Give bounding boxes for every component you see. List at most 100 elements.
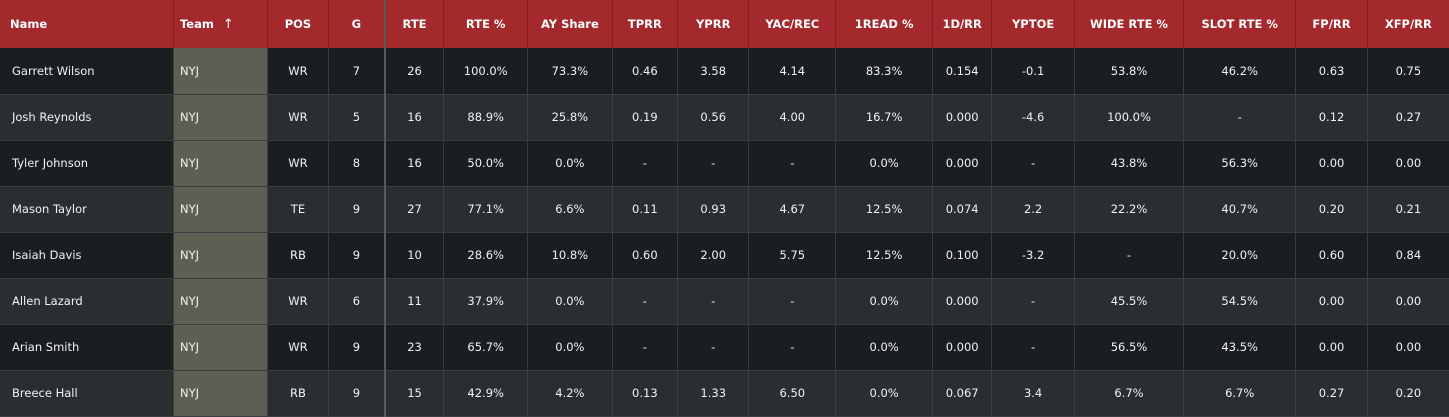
- column-header-xfp-rr[interactable]: XFP/RR: [1367, 0, 1449, 48]
- cell-fp-rr: 0.00: [1295, 140, 1368, 187]
- cell-slot-rte-pct: 46.2%: [1183, 48, 1297, 95]
- column-header-label: Name: [10, 17, 48, 31]
- table-row[interactable]: Allen Lazard NYJ WR 6 11 37.9% 0.0% - - -0.0% 0.00…: [0, 278, 1449, 325]
- cell-ay-share: 0.0%: [527, 278, 613, 325]
- cell-xfp-rr: 0.84: [1367, 232, 1449, 279]
- cell-team: NYJ: [173, 278, 268, 325]
- column-header-d1-rr[interactable]: 1D/RR: [932, 0, 993, 48]
- cell-ay-share: 25.8%: [527, 94, 613, 141]
- column-header-tprr[interactable]: TPRR: [612, 0, 679, 48]
- cell-yptoe: -4.6: [991, 94, 1075, 141]
- cell-team: NYJ: [173, 186, 268, 233]
- table-row[interactable]: Tyler Johnson NYJ WR 8 16 50.0% 0.0% - - -0.0% 0.0…: [0, 140, 1449, 187]
- cell-pos: WR: [267, 94, 330, 141]
- cell-wide-rte-pct: 53.8%: [1074, 48, 1185, 95]
- cell-tprr: -: [612, 278, 679, 325]
- cell-name[interactable]: Garrett Wilson: [0, 48, 174, 95]
- cell-rte: 10: [384, 232, 445, 279]
- column-header-pos[interactable]: POS: [267, 0, 330, 48]
- cell-name[interactable]: Arian Smith: [0, 324, 174, 371]
- cell-g: 5: [328, 94, 386, 141]
- column-header-g[interactable]: G: [328, 0, 386, 48]
- column-header-slot-rte-pct[interactable]: SLOT RTE %: [1183, 0, 1297, 48]
- cell-tprr: 0.13: [612, 370, 679, 417]
- table-row[interactable]: Mason Taylor NYJ TE 9 27 77.1% 6.6% 0.11 0.93 4.6…: [0, 186, 1449, 233]
- table-row[interactable]: Garrett Wilson NYJ WR 7 26 100.0% 73.3% 0.46 3.5…: [0, 48, 1449, 95]
- table-body: Garrett Wilson NYJ WR 7 26 100.0% 73.3% 0.46 3.5…: [0, 48, 1449, 417]
- column-header-rte-pct[interactable]: RTE %: [443, 0, 529, 48]
- cell-yprr: 0.56: [677, 94, 750, 141]
- column-header-label: SLOT RTE %: [1201, 17, 1278, 31]
- cell-pos: RB: [267, 232, 330, 279]
- column-header-yprr[interactable]: YPRR: [677, 0, 750, 48]
- cell-slot-rte-pct: 6.7%: [1183, 370, 1297, 417]
- table-row[interactable]: Breece Hall NYJ RB 9 15 42.9% 4.2% 0.13 1.33 6.50…: [0, 370, 1449, 417]
- cell-g: 9: [328, 370, 386, 417]
- cell-tprr: 0.19: [612, 94, 679, 141]
- column-header-name[interactable]: Name: [0, 0, 174, 48]
- cell-yprr: 0.93: [677, 186, 750, 233]
- cell-slot-rte-pct: 40.7%: [1183, 186, 1297, 233]
- cell-tprr: 0.46: [612, 48, 679, 95]
- cell-ay-share: 6.6%: [527, 186, 613, 233]
- cell-read1-pct: 16.7%: [835, 94, 934, 141]
- cell-yptoe: -3.2: [991, 232, 1075, 279]
- cell-xfp-rr: 0.75: [1367, 48, 1449, 95]
- table-row[interactable]: Josh Reynolds NYJ WR 5 16 88.9% 25.8% 0.19 0.56 4…: [0, 94, 1449, 141]
- cell-yptoe: -: [991, 140, 1075, 187]
- cell-pos: WR: [267, 278, 330, 325]
- cell-g: 9: [328, 324, 386, 371]
- arrow-up-icon[interactable]: ↑: [222, 16, 234, 32]
- cell-d1-rr: 0.154: [932, 48, 993, 95]
- cell-g: 6: [328, 278, 386, 325]
- column-header-read1-pct[interactable]: 1READ %: [835, 0, 934, 48]
- cell-wide-rte-pct: 56.5%: [1074, 324, 1185, 371]
- cell-slot-rte-pct: 43.5%: [1183, 324, 1297, 371]
- column-header-label: WIDE RTE %: [1090, 17, 1168, 31]
- cell-ay-share: 0.0%: [527, 324, 613, 371]
- table-row[interactable]: Arian Smith NYJ WR 9 23 65.7% 0.0% - - -0.0% 0.000…: [0, 324, 1449, 371]
- cell-yac-rec: 5.75: [748, 232, 837, 279]
- column-header-ay-share[interactable]: AY Share: [527, 0, 613, 48]
- cell-rte-pct: 100.0%: [443, 48, 529, 95]
- cell-name[interactable]: Josh Reynolds: [0, 94, 174, 141]
- cell-pos: WR: [267, 48, 330, 95]
- column-header-label: RTE %: [465, 17, 506, 31]
- cell-read1-pct: 12.5%: [835, 232, 934, 279]
- cell-rte-pct: 42.9%: [443, 370, 529, 417]
- cell-team: NYJ: [173, 94, 268, 141]
- cell-rte-pct: 50.0%: [443, 140, 529, 187]
- cell-rte-pct: 28.6%: [443, 232, 529, 279]
- cell-pos: RB: [267, 370, 330, 417]
- column-header-fp-rr[interactable]: FP/RR: [1295, 0, 1368, 48]
- table-row[interactable]: Isaiah Davis NYJ RB 9 10 28.6% 10.8% 0.60 2.00 5.…: [0, 232, 1449, 279]
- column-header-label: FP/RR: [1312, 17, 1351, 31]
- cell-fp-rr: 0.00: [1295, 324, 1368, 371]
- cell-read1-pct: 12.5%: [835, 186, 934, 233]
- cell-fp-rr: 0.27: [1295, 370, 1368, 417]
- cell-name[interactable]: Mason Taylor: [0, 186, 174, 233]
- column-header-team[interactable]: Team ↑: [173, 0, 268, 48]
- cell-name[interactable]: Breece Hall: [0, 370, 174, 417]
- cell-wide-rte-pct: 45.5%: [1074, 278, 1185, 325]
- cell-wide-rte-pct: 6.7%: [1074, 370, 1185, 417]
- cell-g: 8: [328, 140, 386, 187]
- cell-xfp-rr: 0.00: [1367, 278, 1449, 325]
- cell-rte: 11: [384, 278, 445, 325]
- cell-tprr: -: [612, 324, 679, 371]
- column-header-rte[interactable]: RTE: [384, 0, 445, 48]
- column-header-yptoe[interactable]: YPTOE: [991, 0, 1075, 48]
- cell-name[interactable]: Tyler Johnson: [0, 140, 174, 187]
- cell-pos: TE: [267, 186, 330, 233]
- cell-yprr: 3.58: [677, 48, 750, 95]
- column-header-yac-rec[interactable]: YAC/REC: [748, 0, 837, 48]
- cell-rte-pct: 65.7%: [443, 324, 529, 371]
- cell-yac-rec: -: [748, 140, 837, 187]
- cell-name[interactable]: Isaiah Davis: [0, 232, 174, 279]
- cell-name[interactable]: Allen Lazard: [0, 278, 174, 325]
- cell-wide-rte-pct: 100.0%: [1074, 94, 1185, 141]
- cell-pos: WR: [267, 324, 330, 371]
- cell-xfp-rr: 0.00: [1367, 324, 1449, 371]
- column-header-wide-rte-pct[interactable]: WIDE RTE %: [1074, 0, 1185, 48]
